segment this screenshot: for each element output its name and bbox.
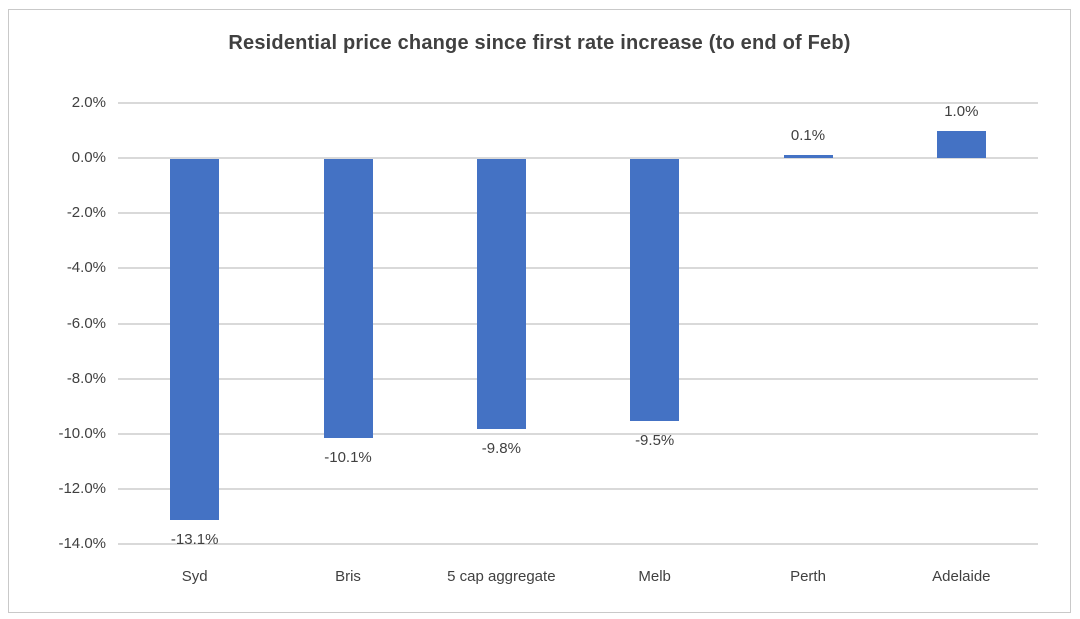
x-axis-label-5-cap-aggregate: 5 cap aggregate	[447, 568, 556, 585]
data-label-syd: -13.1%	[170, 531, 219, 549]
y-axis-tick-label: -4.0%	[66, 259, 106, 277]
data-label-bris: -10.1%	[324, 448, 372, 466]
x-axis-label-adelaide: Adelaide	[932, 568, 991, 585]
x-axis-label-syd: Syd	[181, 568, 208, 585]
y-axis-tick-label: 2.0%	[71, 94, 106, 111]
data-label-adelaide: 1.0%	[944, 102, 979, 120]
gridline--12-0-	[118, 487, 1038, 490]
bar-melb	[630, 159, 680, 421]
y-axis-tick-label: -10.0%	[58, 424, 106, 442]
y-axis-tick-label: -2.0%	[66, 204, 106, 222]
gridline-2-0-	[118, 102, 1038, 104]
bar-syd	[170, 159, 220, 521]
gridline--4-0-	[118, 267, 1038, 270]
bar-perth	[783, 155, 833, 159]
data-label-perth: 0.1%	[790, 127, 826, 145]
data-label-5-cap-aggregate: -9.8%	[481, 440, 521, 458]
x-axis-label-melb: Melb	[638, 568, 671, 585]
chart-title: Residential price change since first rat…	[228, 32, 851, 54]
y-axis-tick-label: 0.0%	[71, 149, 106, 167]
gridline--10-0-	[118, 432, 1038, 435]
chart-frame: Residential price change since first rat…	[8, 9, 1071, 613]
x-axis-label-bris: Bris	[335, 568, 361, 585]
x-axis-label-perth: Perth	[790, 568, 826, 585]
gridline-0-0-	[118, 157, 1038, 160]
bar-5-cap-aggregate	[476, 159, 526, 430]
y-axis-tick-label: -6.0%	[66, 314, 106, 332]
gridline--14-0-	[118, 543, 1038, 545]
bar-adelaide	[936, 130, 986, 159]
plot-area: 2.0% 0.0% -2.0% -4.0% -6.0% -8.0% -10.0% -12.0%…	[9, 10, 1070, 612]
y-axis-tick-label: -8.0%	[66, 369, 106, 387]
bar-bris	[323, 159, 373, 438]
gridline--2-0-	[118, 212, 1038, 215]
gridline--6-0-	[118, 322, 1038, 325]
gridline--8-0-	[118, 377, 1038, 380]
data-label-melb: -9.5%	[635, 431, 675, 449]
y-axis-tick-label: -12.0%	[58, 479, 106, 497]
y-axis-tick-label: -14.0%	[58, 535, 106, 552]
